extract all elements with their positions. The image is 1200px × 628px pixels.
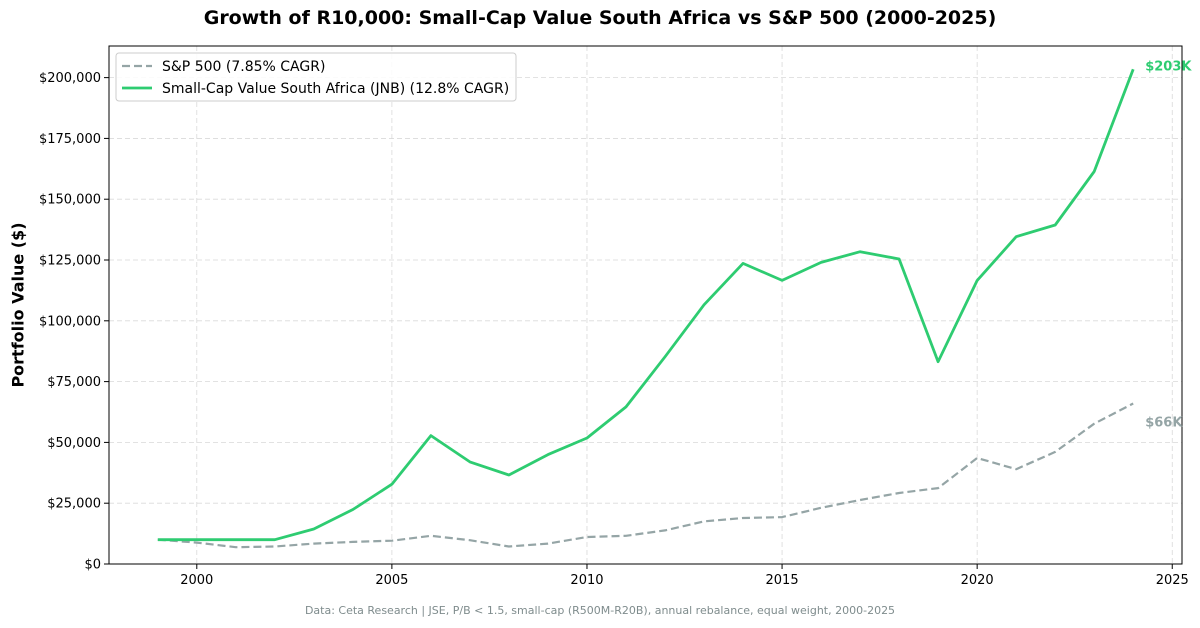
y-tick-label: $0 [84, 558, 101, 573]
plot-frame [108, 45, 1183, 565]
y-tick-label: $50,000 [47, 436, 101, 451]
axes: $0 $25,000 $50,000 $75,000 $100,000 $125,000 $… [39, 71, 1189, 588]
x-tick-label: 2010 [570, 573, 603, 588]
x-tick-label: 2000 [180, 573, 213, 588]
footer-note: Data: Ceta Research | JSE, P/B < 1.5, sm… [304, 604, 896, 617]
y-tick-label: $175,000 [39, 132, 101, 147]
x-tick-label: 2025 [1156, 573, 1189, 588]
series-layer [157, 68, 1135, 549]
y-tick-label: $200,000 [39, 71, 101, 86]
series-line-2 [157, 68, 1135, 542]
series-line-1 [157, 402, 1134, 549]
legend-label-1: S&P 500 (7.85% CAGR) [162, 59, 325, 75]
legend: S&P 500 (7.85% CAGR) Small-Cap Value Sout… [115, 52, 517, 102]
x-tick-label: 2005 [375, 573, 408, 588]
chart-title: Growth of R10,000: Small-Cap Value South… [203, 7, 997, 29]
x-tick-label: 2015 [766, 573, 799, 588]
grid-lines [109, 46, 1182, 565]
legend-label-2: Small-Cap Value South Africa (JNB) (12.8… [162, 81, 509, 97]
end-value-label-2: $203K [1145, 59, 1192, 74]
end-value-label-1: $66K [1145, 415, 1183, 430]
y-tick-label: $100,000 [39, 314, 101, 329]
y-tick-label: $150,000 [39, 193, 101, 208]
legend-box [115, 52, 517, 102]
end-labels: $66K $203K [1145, 59, 1192, 430]
x-tick-label: 2020 [961, 573, 994, 588]
y-tick-label: $125,000 [39, 254, 101, 269]
y-tick-label: $75,000 [47, 375, 101, 390]
y-tick-label: $25,000 [47, 497, 101, 512]
